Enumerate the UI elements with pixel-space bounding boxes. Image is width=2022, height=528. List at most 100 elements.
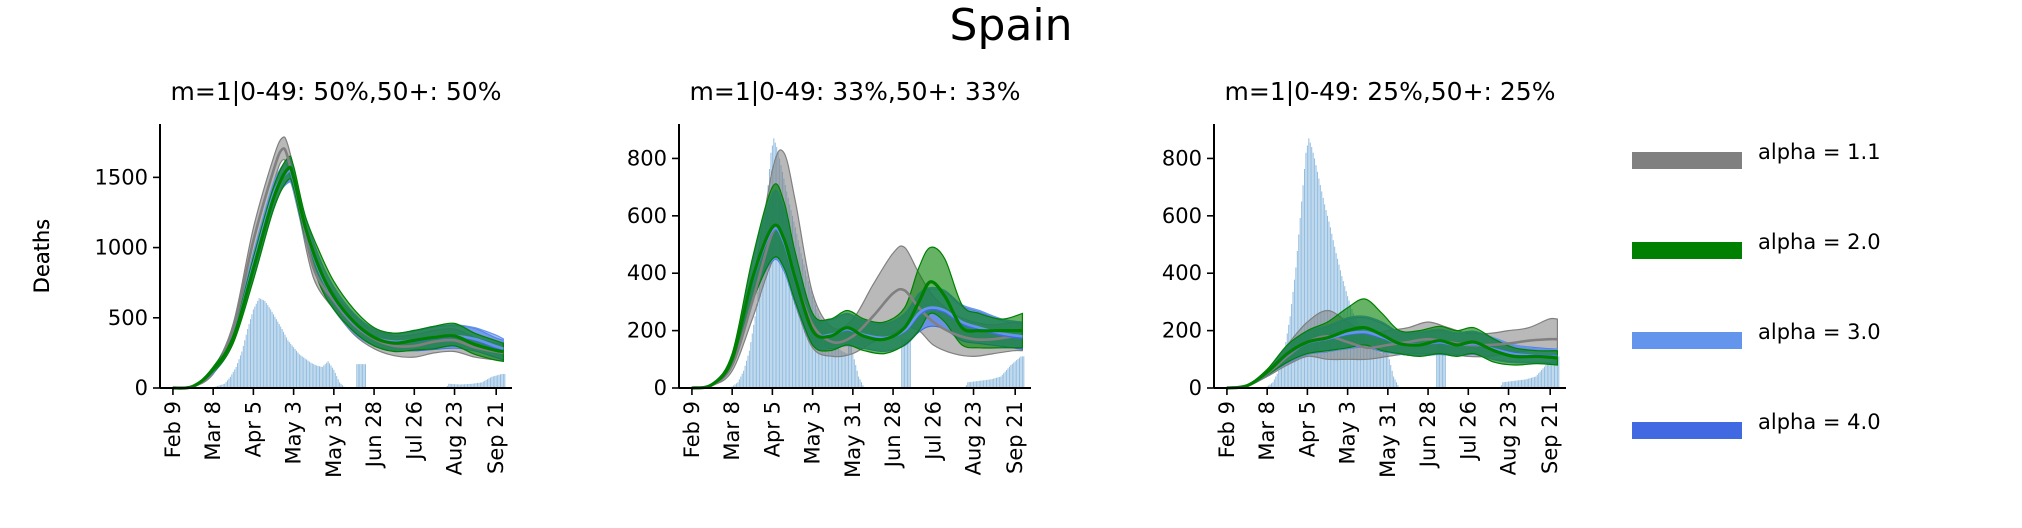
bar-day-100 [316, 365, 318, 388]
bar-day-193 [449, 383, 451, 389]
bar-day-48 [241, 351, 243, 388]
bar-day-198 [1510, 381, 1512, 388]
bar-day-73 [1331, 233, 1333, 388]
x-tick-label: Feb 9 [1215, 401, 1239, 458]
bar-day-209 [472, 383, 474, 388]
bar-day-229 [1020, 356, 1022, 388]
bar-day-227 [498, 374, 500, 388]
bar-day-199 [458, 384, 460, 388]
bar-day-41 [750, 342, 752, 388]
bar-day-220 [1007, 368, 1009, 388]
x-tick-label: Aug 23 [1497, 401, 1521, 475]
bar-day-84 [293, 347, 295, 388]
bar-day-76 [281, 329, 283, 388]
subplot-title: m=1|0-49: 50%,50+: 50% [171, 77, 502, 106]
bar-day-33 [1273, 379, 1275, 388]
subplot-title: m=1|0-49: 25%,50+: 25% [1225, 77, 1556, 106]
bar-day-112 [852, 353, 854, 388]
band-alpha-3-0 [691, 189, 1023, 389]
line-alpha-2-0 [1226, 325, 1558, 390]
bar-day-228 [1554, 357, 1556, 388]
bar-day-71 [274, 316, 276, 388]
y-tick-label: 800 [627, 146, 667, 170]
y-tick-label: 600 [627, 204, 667, 228]
bar-day-97 [1365, 338, 1367, 388]
bar-day-212 [477, 382, 479, 388]
bar-day-192 [448, 383, 450, 388]
bar-day-64 [1318, 178, 1320, 388]
bar-day-65 [265, 303, 267, 388]
bar-day-223 [492, 376, 494, 388]
bar-day-224 [1013, 362, 1015, 388]
bar-day-213 [1532, 377, 1534, 388]
bar-day-206 [987, 379, 989, 388]
x-tick-label: Apr 5 [760, 401, 784, 457]
x-tick-label: Mar 8 [201, 401, 225, 461]
x-tick-label: May 3 [1336, 401, 1360, 464]
x-tick-label: May 31 [1376, 401, 1400, 478]
bar-day-203 [983, 380, 985, 388]
subplot-1: m=1|0-49: 50%,50+: 50% Deaths 0 500 1000 1500… [30, 77, 512, 478]
bar-day-68 [270, 309, 272, 388]
bar-day-67 [268, 307, 270, 388]
bar-day-111 [1385, 342, 1387, 388]
bar-day-63 [262, 300, 264, 388]
bar-day-66 [786, 191, 788, 388]
bar-day-131 [360, 364, 362, 388]
bar-day-45 [756, 304, 758, 388]
bar-day-59 [1311, 146, 1313, 388]
bar-day-35 [1276, 373, 1278, 388]
legend-swatch [1632, 332, 1742, 349]
bar-day-116 [339, 382, 341, 388]
bar-day-148 [904, 339, 906, 388]
bar-day-92 [304, 358, 306, 388]
band-alpha-4-0 [691, 190, 1023, 389]
bar-day-36 [743, 370, 745, 388]
y-tick-label: 0 [654, 376, 667, 400]
x-tick-label: May 31 [322, 401, 346, 478]
bar-day-226 [1016, 360, 1018, 388]
bar-day-56 [252, 309, 254, 388]
bar-day-65 [784, 184, 786, 388]
legend-item: alpha = 1.1 [1632, 140, 1881, 169]
bar-day-74 [278, 324, 280, 388]
legend-item: alpha = 4.0 [1632, 410, 1881, 439]
bar-day-221 [489, 377, 491, 388]
x-tick-label: Sep 21 [1003, 401, 1027, 474]
bar-day-64 [264, 300, 266, 388]
bar-day-203 [464, 384, 466, 388]
bar-day-81 [288, 342, 290, 388]
bar-day-104 [321, 366, 323, 388]
bar-day-69 [271, 311, 273, 388]
bar-day-196 [454, 384, 456, 388]
bar-day-32 [218, 385, 220, 388]
bar-day-46 [238, 359, 240, 388]
bar-day-117 [1394, 379, 1396, 388]
bar-day-57 [773, 138, 775, 388]
bar-day-49 [1296, 250, 1298, 388]
bar-day-209 [1526, 378, 1528, 388]
bar-day-128 [356, 364, 358, 388]
bar-day-98 [832, 340, 834, 388]
bar-day-114 [855, 365, 857, 388]
bar-day-91 [303, 357, 305, 388]
bar-day-44 [754, 316, 756, 388]
bar-day-72 [794, 227, 796, 388]
bar-day-52 [766, 201, 768, 388]
bar-day-221 [1008, 366, 1010, 388]
bar-day-96 [310, 362, 312, 388]
bar-day-225 [1549, 361, 1551, 388]
bar-day-103 [839, 349, 841, 388]
bar-day-118 [860, 382, 862, 388]
bar-day-210 [474, 383, 476, 388]
bar-day-202 [462, 384, 464, 388]
line-alpha-2-0 [691, 223, 1023, 390]
bar-day-37 [744, 365, 746, 388]
bar-day-96 [1364, 336, 1366, 388]
bar-day-197 [455, 384, 457, 388]
bar-day-50 [1298, 234, 1300, 388]
bar-day-29 [1268, 385, 1270, 388]
bar-day-119 [1397, 385, 1399, 388]
line-alpha-1-1 [172, 147, 504, 390]
bar-day-217 [1003, 373, 1005, 388]
